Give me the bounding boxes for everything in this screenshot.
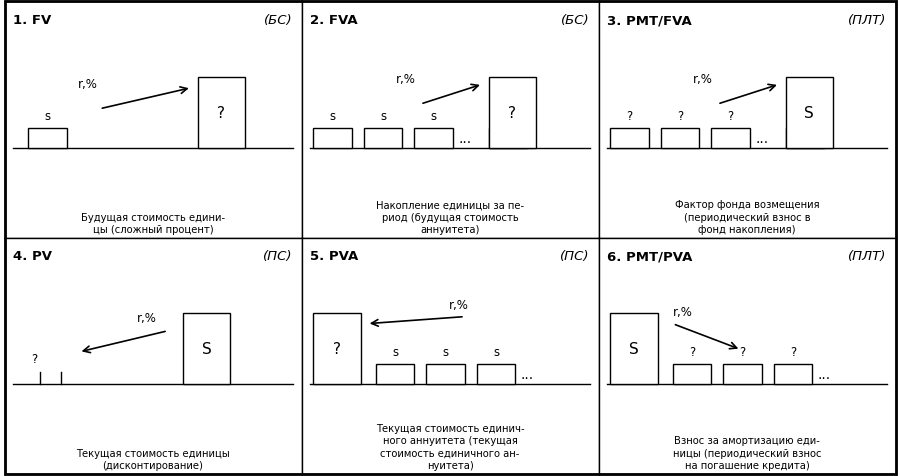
Text: Накопление единицы за пе-
риод (будущая стоимость
аннуитета): Накопление единицы за пе- риод (будущая … [376, 200, 524, 235]
Bar [427, 364, 465, 384]
Text: (ПС): (ПС) [560, 250, 590, 263]
Text: (БС): (БС) [264, 14, 292, 27]
Text: ...: ... [521, 367, 534, 381]
Text: s: s [493, 345, 500, 358]
Text: S: S [629, 341, 639, 356]
Text: (ПС): (ПС) [263, 250, 293, 263]
Bar [661, 129, 699, 149]
Bar [477, 364, 516, 384]
Text: r,%: r,% [137, 311, 157, 324]
Text: Текущая стоимость единицы
(дисконтирование): Текущая стоимость единицы (дисконтирован… [76, 448, 230, 470]
Text: s: s [44, 109, 50, 122]
Text: (БС): (БС) [561, 14, 590, 27]
Bar [313, 313, 361, 384]
Text: (ПЛТ): (ПЛТ) [848, 14, 886, 27]
Text: s: s [392, 345, 398, 358]
Text: ?: ? [626, 109, 633, 122]
Bar [313, 129, 352, 149]
Bar [774, 364, 813, 384]
Bar [786, 129, 824, 149]
Bar [414, 129, 453, 149]
Text: ?: ? [790, 345, 796, 358]
Bar [711, 129, 750, 149]
Text: 3. PMT/FVA: 3. PMT/FVA [608, 14, 692, 27]
Text: 4. PV: 4. PV [14, 250, 52, 263]
Text: r,%: r,% [692, 73, 713, 86]
Text: Фактор фонда возмещения
(периодический взнос в
фонд накопления): Фактор фонда возмещения (периодический в… [675, 200, 819, 235]
Bar [673, 364, 711, 384]
Text: (ПЛТ): (ПЛТ) [848, 250, 886, 263]
Bar [610, 129, 649, 149]
Text: s: s [329, 109, 336, 122]
Text: ?: ? [508, 106, 517, 120]
Text: ?: ? [740, 345, 746, 358]
Text: 1. FV: 1. FV [14, 14, 51, 27]
Text: ?: ? [677, 109, 683, 122]
Bar [364, 129, 402, 149]
Text: ...: ... [458, 131, 472, 146]
Text: S: S [202, 341, 211, 356]
Text: ?: ? [217, 106, 225, 120]
Text: 2. FVA: 2. FVA [310, 14, 358, 27]
Bar [786, 78, 833, 149]
Bar [724, 364, 761, 384]
Text: s: s [430, 109, 436, 122]
Text: Текущая стоимость единич-
ного аннуитета (текущая
стоимость единичного ан-
нуите: Текущая стоимость единич- ного аннуитета… [375, 423, 525, 470]
Text: ...: ... [818, 367, 831, 381]
Bar [489, 129, 527, 149]
Text: Будущая стоимость едини-
цы (сложный процент): Будущая стоимость едини- цы (сложный про… [81, 212, 225, 235]
Bar [28, 129, 67, 149]
Bar [489, 78, 536, 149]
Bar [198, 78, 245, 149]
Bar [183, 313, 230, 384]
Text: 6. PMT/PVA: 6. PMT/PVA [608, 250, 693, 263]
Text: r,%: r,% [395, 73, 416, 86]
Text: ?: ? [333, 341, 341, 356]
Text: 5. PVA: 5. PVA [310, 250, 359, 263]
Text: ?: ? [32, 352, 37, 365]
Text: ...: ... [755, 131, 769, 146]
Text: r,%: r,% [77, 78, 97, 91]
Text: s: s [380, 109, 386, 122]
Text: Взнос за амортизацию еди-
ницы (периодический взнос
на погашение кредита): Взнос за амортизацию еди- ницы (периодич… [673, 436, 821, 470]
Text: ?: ? [727, 109, 734, 122]
Text: r,%: r,% [449, 298, 469, 311]
Text: r,%: r,% [673, 305, 693, 318]
Text: S: S [805, 106, 814, 120]
Bar [610, 313, 658, 384]
Text: ?: ? [688, 345, 695, 358]
Bar [376, 364, 414, 384]
Text: s: s [443, 345, 448, 358]
